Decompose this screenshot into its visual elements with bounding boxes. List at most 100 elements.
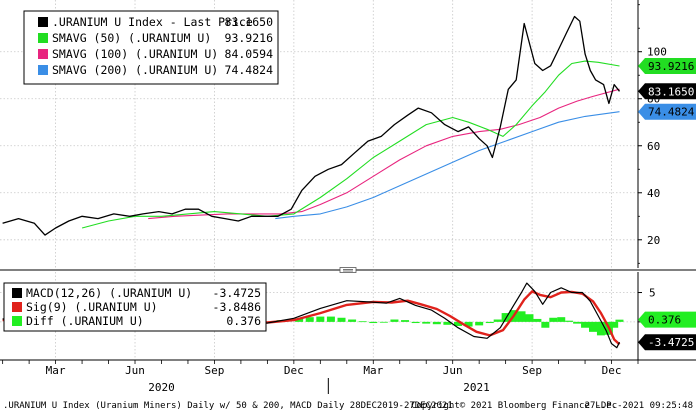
macd-tick-label: 5	[649, 287, 656, 300]
diff-bar	[557, 317, 566, 322]
price-legend-box	[23, 10, 279, 85]
diff-bar	[588, 321, 597, 332]
price-tick-label: 20	[647, 234, 660, 247]
diff-bar	[501, 313, 510, 322]
price-series-line-1	[81, 60, 620, 229]
diff-bar	[432, 321, 441, 325]
diff-bar	[337, 317, 346, 322]
panel-resize-handle[interactable]	[339, 267, 357, 273]
macd-badge-label: 0.376	[648, 314, 681, 327]
month-label: Dec	[602, 364, 622, 377]
macd-axis-badges: 0.376 -3.4725	[638, 311, 696, 351]
diff-bar	[348, 319, 357, 322]
price-panel-series	[2, 15, 621, 236]
price-badge-label: 83.1650	[648, 85, 694, 98]
year-label: 2020	[148, 381, 175, 394]
macd-legend-label: Sig(9) (.URANIUM U)	[26, 300, 158, 314]
diff-bar	[390, 319, 399, 322]
diff-bar	[533, 318, 542, 322]
price-badge-2: 74.4824	[638, 103, 696, 120]
price-panel-grid	[0, 0, 638, 268]
price-badge-0: 93.9216	[638, 58, 696, 75]
macd-panel: 05 0.376-3.4725 MACD(12,26) (.URANIUM U)…	[0, 272, 696, 360]
diff-bar	[475, 321, 484, 326]
diff-bar	[541, 321, 550, 328]
price-series-line-3	[275, 111, 620, 220]
macd-legend-swatch	[12, 302, 22, 312]
year-label: 2021	[463, 381, 490, 394]
price-legend-row: SMAVG (200) (.URANIUM U) 74.4824	[38, 63, 273, 77]
diff-bar	[525, 314, 534, 322]
price-tick-label: 60	[647, 140, 660, 153]
month-label: Mar	[363, 364, 383, 377]
macd-legend-value: 0.376	[226, 314, 261, 328]
month-label: Sep	[204, 364, 224, 377]
diff-bar	[485, 321, 494, 324]
diff-bar	[411, 321, 420, 324]
month-label: Dec	[284, 364, 304, 377]
macd-legend-row: MACD(12,26) (.URANIUM U) -3.4725	[12, 286, 261, 300]
macd-legend-box	[3, 282, 267, 332]
price-tick-label: 40	[647, 187, 660, 200]
price-axis-badges: 93.9216 83.1650 74.4824	[638, 58, 696, 120]
month-label: Jun	[125, 364, 145, 377]
diff-bar	[443, 321, 452, 325]
macd-legend-value: -3.8486	[213, 300, 262, 314]
diff-bar	[565, 320, 574, 322]
diff-bar	[316, 316, 325, 322]
price-legend-value: 93.9216	[225, 31, 274, 45]
macd-legend-label: MACD(12,26) (.URANIUM U)	[26, 286, 192, 300]
macd-legend-row: Sig(9) (.URANIUM U) -3.8486	[12, 300, 261, 314]
diff-bar	[326, 316, 335, 322]
footer: .URANIUM U Index (Uranium Miners) Daily …	[3, 401, 693, 411]
diff-bar	[358, 321, 367, 323]
price-legend-row: SMAVG (100) (.URANIUM U) 84.0594	[38, 47, 273, 61]
diff-bar	[422, 321, 431, 324]
diff-bar	[464, 321, 473, 327]
diff-bar	[493, 319, 502, 322]
month-label: Sep	[522, 364, 542, 377]
diff-bar	[517, 311, 526, 322]
diff-bar	[379, 321, 388, 323]
price-badge-1: 83.1650	[638, 83, 696, 100]
price-legend-row: SMAVG (50) (.URANIUM U) 93.9216	[38, 31, 273, 45]
macd-legend-label: Diff (.URANIUM U)	[26, 314, 144, 328]
price-badge-label: 93.9216	[648, 60, 694, 73]
price-tick-label: 100	[647, 46, 667, 59]
macd-badge-1: -3.4725	[638, 334, 696, 351]
price-legend-label: SMAVG (50) (.URANIUM U)	[52, 31, 211, 45]
diff-bar	[369, 321, 378, 324]
macd-badge-0: 0.376	[638, 311, 696, 328]
footer-description: .URANIUM U Index (Uranium Miners) Daily …	[3, 401, 453, 411]
price-legend-swatch	[38, 65, 48, 75]
panel-divider[interactable]	[0, 267, 696, 273]
price-series-line-0	[2, 15, 621, 236]
price-legend-swatch	[38, 33, 48, 43]
macd-legend-swatch	[12, 316, 22, 326]
time-axis: Mar Jun Sep Dec Mar Jun Sep Dec 2020 2021	[0, 359, 696, 394]
macd-legend-value: -3.4725	[213, 286, 261, 300]
diff-bar	[549, 317, 558, 322]
price-legend-swatch	[38, 49, 48, 59]
price-badge-label: 74.4824	[648, 106, 695, 119]
diff-bar	[581, 321, 590, 328]
price-legend-label: SMAVG (100) (.URANIUM U)	[52, 47, 218, 61]
diff-bar	[596, 321, 605, 336]
footer-copyright: Copyright© 2021 Bloomberg Finance L.P.	[411, 401, 617, 411]
price-legend-label: .URANIUM U Index - Last Price	[52, 15, 253, 29]
diff-bar	[305, 317, 314, 322]
month-label: Jun	[443, 364, 463, 377]
diff-bar	[573, 321, 582, 324]
footer-timestamp: 27-Dec-2021 09:25:48	[585, 401, 693, 411]
diff-bar	[453, 321, 462, 326]
diff-bar	[615, 319, 624, 322]
price-legend-label: SMAVG (200) (.URANIUM U)	[52, 63, 218, 77]
price-legend-value: 74.4824	[225, 63, 274, 77]
macd-legend-swatch	[12, 288, 22, 298]
diff-bar	[295, 318, 304, 322]
price-legend-swatch	[38, 17, 48, 27]
